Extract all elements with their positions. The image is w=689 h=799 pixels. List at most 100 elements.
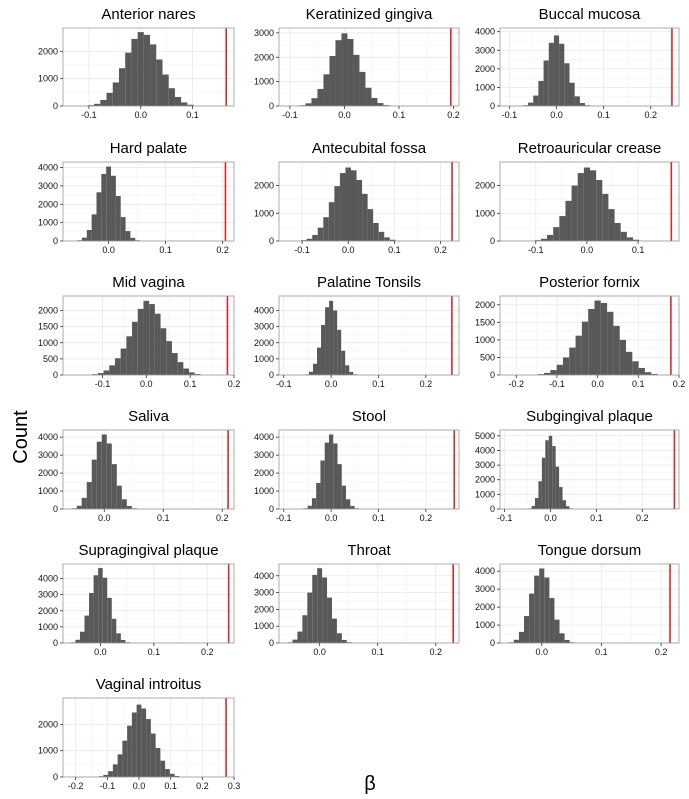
x-tick-label: -0.1 [549, 379, 565, 389]
histogram-bar [86, 229, 92, 241]
histogram-bar [534, 240, 541, 241]
histogram-bar [136, 704, 142, 777]
histogram-bar [307, 505, 312, 509]
histogram-bar [100, 99, 107, 106]
histogram-bar [359, 71, 366, 106]
histogram-bar [109, 365, 115, 375]
panel-title: Stool [352, 408, 386, 425]
histogram-bar [541, 457, 546, 509]
x-tick-label: -0.1 [100, 781, 116, 791]
panel-border [278, 295, 460, 376]
panel-title: Mid vagina [112, 274, 185, 291]
x-tick-label: -0.1 [294, 245, 310, 255]
panel-16: Vaginal introitus -0.2 -0.1 0.0 0.1 0.2 0.3 0 10… [38, 676, 240, 791]
y-tick-label: 2000 [254, 52, 274, 62]
histogram-bar [93, 575, 99, 643]
histogram-bar [177, 362, 184, 375]
x-tick-label: -0.1 [528, 245, 544, 255]
histogram-bar [120, 217, 126, 241]
panel-background [500, 430, 679, 509]
histogram-bar [325, 307, 330, 375]
panel-border [278, 161, 460, 242]
histogram-bar [112, 764, 118, 777]
x-tick-label: -0.1 [276, 513, 292, 523]
x-tick-label: 0.1 [184, 379, 197, 389]
histogram-bar [132, 321, 138, 375]
y-tick-label: 3000 [38, 450, 58, 460]
x-tick-label: 0.1 [157, 513, 170, 523]
y-tick-label: 3000 [475, 584, 495, 594]
x-tick-label: 0.0 [102, 245, 115, 255]
histogram-bar [120, 348, 127, 375]
histogram-bar [118, 68, 126, 106]
x-tick-label: 0.0 [98, 513, 111, 523]
histogram-bar [524, 616, 530, 643]
panel-border [62, 429, 235, 510]
histogram-bar [377, 103, 384, 106]
histogram-bar [308, 371, 313, 375]
panel-border [499, 429, 680, 510]
histogram-bar [596, 180, 603, 241]
histogram-bar [79, 631, 85, 643]
histogram-bar [329, 300, 334, 375]
y-tick-label: 0 [269, 504, 274, 514]
x-tick-label: 0.1 [632, 245, 645, 255]
panel-border [62, 295, 235, 376]
histogram-bar [533, 95, 539, 106]
histogram-bar [323, 74, 330, 106]
x-tick-label: -0.1 [81, 110, 97, 120]
histogram-bar [334, 186, 340, 241]
histogram-bar [297, 631, 303, 643]
y-axis-label: Count [10, 410, 32, 464]
histogram-bar [321, 325, 326, 375]
y-tick-label: 0 [53, 504, 58, 514]
x-tick-label: 0.2 [673, 379, 686, 389]
histogram-bar [548, 435, 553, 509]
histogram-bar [89, 593, 94, 643]
histogram-bar [328, 202, 335, 241]
histogram-bar [528, 102, 534, 106]
panel-3: Buccal mucosa -0.1 0.0 0.1 0.2 0 1000 2000 3000 4… [475, 6, 680, 120]
panel-border [62, 563, 235, 644]
histogram-bar [590, 170, 597, 241]
histogram-bar [101, 173, 107, 241]
panels-layer: Anterior nares-0.1 0.0 0.1010002000Keratin… [38, 6, 685, 791]
x-tick-label: 0.0 [313, 647, 326, 657]
y-tick-label: 0 [490, 370, 495, 380]
y-tick-label: 3000 [475, 460, 495, 470]
histogram-bar [555, 466, 560, 509]
y-tick-label: 4000 [38, 574, 58, 584]
y-tick-label: 2000 [38, 606, 58, 616]
y-tick-label: 2000 [475, 300, 495, 310]
x-tick-label: -0.1 [502, 110, 518, 120]
histogram-bar [171, 353, 178, 375]
histogram-bar [174, 775, 180, 777]
y-tick-label: 4000 [475, 566, 495, 576]
y-tick-label: 3000 [254, 322, 274, 332]
y-tick-label: 1000 [38, 486, 58, 496]
y-tick-label: 1500 [38, 322, 58, 332]
histogram-bar [554, 619, 560, 643]
histogram-bar [513, 639, 519, 643]
histogram-bar [312, 574, 318, 643]
histogram-bar [552, 446, 556, 509]
panel-title: Vaginal introitus [96, 676, 202, 693]
panel-border [62, 161, 235, 242]
y-tick-label: 2000 [475, 602, 495, 612]
panel-border [62, 697, 235, 778]
histogram-bar [324, 442, 329, 509]
y-tick-label: 2000 [38, 306, 58, 316]
y-tick-label: 1000 [38, 218, 58, 228]
histogram-bar [626, 351, 633, 375]
histogram-bar [337, 329, 342, 375]
x-tick-label: 0.0 [591, 379, 604, 389]
histogram-bar [548, 42, 554, 106]
x-tick-label: 0.2 [636, 513, 649, 523]
y-tick-label: 0 [490, 504, 495, 514]
panel-title: Posterior fornix [539, 274, 640, 291]
histogram-bar [564, 639, 570, 643]
histogram-bar [575, 335, 582, 375]
histogram-bar [600, 303, 608, 375]
histogram-bar [146, 719, 151, 777]
